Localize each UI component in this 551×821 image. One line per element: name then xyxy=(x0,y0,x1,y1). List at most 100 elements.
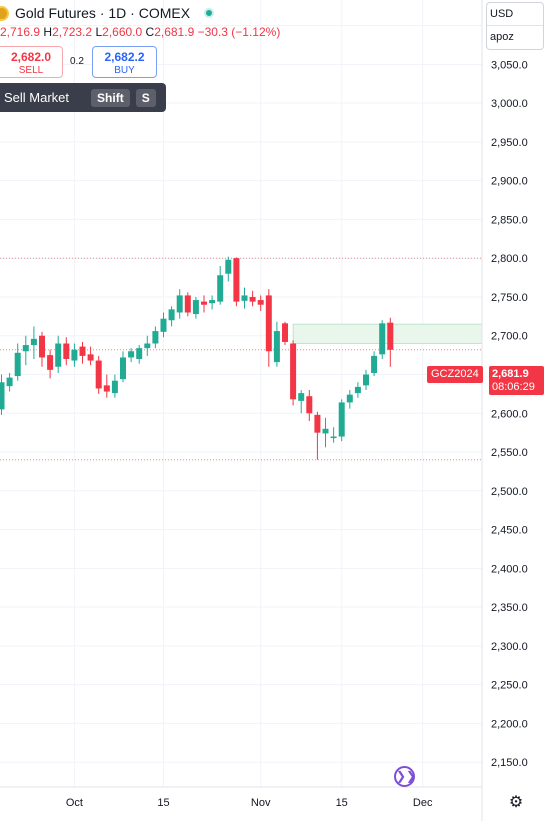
candle xyxy=(338,399,345,442)
candle-body xyxy=(379,323,386,355)
shortcut-key-shift: Shift xyxy=(91,88,130,107)
candle-body xyxy=(338,402,345,437)
market-open-dot-icon[interactable] xyxy=(204,8,215,18)
candle-body xyxy=(6,377,13,387)
candle-body xyxy=(273,331,280,363)
spread-value: 0.2 xyxy=(70,56,84,67)
sell-price: 2,682.0 xyxy=(10,50,52,64)
price-tick-label: 2,250.0 xyxy=(491,680,528,692)
price-tick-label: 2,300.0 xyxy=(491,641,528,653)
price-tick-label: 2,700.0 xyxy=(491,331,528,343)
candle-body xyxy=(152,331,159,344)
candle-body xyxy=(47,355,54,370)
candle-body xyxy=(168,309,175,321)
candle-body xyxy=(55,343,62,367)
replay-forward-icon[interactable]: ❯❯ xyxy=(394,766,416,787)
time-tick-label: 15 xyxy=(157,797,169,809)
time-tick-label: 15 xyxy=(336,797,348,809)
candle xyxy=(233,257,240,307)
candle xyxy=(0,374,5,415)
price-tick-label: 2,850.0 xyxy=(491,214,528,226)
candle-body xyxy=(30,338,37,346)
candle-body xyxy=(298,393,305,401)
candles xyxy=(0,256,394,460)
candle-body xyxy=(371,355,378,373)
low-label: L xyxy=(95,25,103,39)
candle xyxy=(152,326,159,349)
candle-body xyxy=(0,382,5,410)
candle-body xyxy=(354,386,361,394)
candle xyxy=(71,343,78,367)
candle xyxy=(379,320,386,359)
candle-body xyxy=(346,394,353,403)
sell-label: SELL xyxy=(18,65,44,76)
price-tick-label: 2,800.0 xyxy=(491,253,528,265)
candle xyxy=(184,292,191,317)
price-tick-label: 2,400.0 xyxy=(491,563,528,575)
high-label: H xyxy=(43,25,53,39)
candle xyxy=(273,321,280,367)
price-tick-label: 2,750.0 xyxy=(491,292,528,304)
candle-body xyxy=(128,351,135,358)
price-axis[interactable]: 3,100.03,050.03,000.02,950.02,900.02,850… xyxy=(491,21,528,770)
candle xyxy=(55,335,62,373)
candle xyxy=(209,295,216,310)
candle xyxy=(22,335,29,366)
candle xyxy=(176,289,183,319)
candle xyxy=(225,256,232,282)
candle xyxy=(192,296,199,319)
candle xyxy=(14,343,21,381)
candle xyxy=(387,317,394,367)
unit-select[interactable]: apoz xyxy=(487,25,543,47)
currency-select[interactable]: USD xyxy=(490,8,514,20)
candle-body xyxy=(144,343,151,349)
candle-body xyxy=(330,436,337,439)
candle xyxy=(168,306,175,327)
price-tick-label: 2,500.0 xyxy=(491,486,528,498)
close-label: C xyxy=(145,25,155,39)
symbol-title[interactable]: Gold Futures · 1D · COMEX xyxy=(15,5,191,21)
tooltip-text: Sell Market xyxy=(4,90,70,105)
candle xyxy=(298,390,305,414)
gear-icon[interactable]: ⚙ xyxy=(508,794,524,811)
buy-button[interactable]: 2,682.2 BUY xyxy=(92,46,157,78)
candle-body xyxy=(63,343,70,359)
candle xyxy=(63,337,70,366)
grid-lines xyxy=(0,0,482,787)
candle-body xyxy=(265,295,272,352)
time-tick-label: Dec xyxy=(413,797,433,809)
candle xyxy=(95,355,102,394)
time-axis[interactable]: Oct 15 Nov 15 Dec xyxy=(66,797,433,809)
candle xyxy=(249,290,256,307)
candle-body xyxy=(192,300,199,315)
candle-body xyxy=(79,346,86,356)
candle-body xyxy=(136,348,143,359)
candle-body xyxy=(14,352,21,377)
candle-body xyxy=(363,374,369,386)
candle-body xyxy=(387,322,394,350)
time-tick-label: Nov xyxy=(251,797,271,809)
price-tick-label: 2,350.0 xyxy=(491,602,528,614)
price-tick-label: 2,550.0 xyxy=(491,447,528,459)
candle-body xyxy=(87,354,94,361)
candle xyxy=(103,374,110,398)
gold-coin-icon xyxy=(0,5,9,21)
symbol-header[interactable]: Gold Futures · 1D · COMEX xyxy=(0,3,215,23)
candle-body xyxy=(217,275,224,302)
price-tick-label: 2,200.0 xyxy=(491,718,528,730)
sell-button[interactable]: 2,682.0 SELL xyxy=(0,46,63,78)
currency-unit-selector[interactable]: USD apoz xyxy=(486,2,544,50)
candle xyxy=(330,427,337,443)
change-value: −30.3 (−1.12%) xyxy=(197,25,281,39)
time-tick-label: Oct xyxy=(66,797,83,809)
last-price-value: 2,681.9 xyxy=(492,368,529,380)
candle xyxy=(120,351,126,383)
buy-price: 2,682.2 xyxy=(104,50,145,64)
close-value: 2,681.9 xyxy=(154,25,195,39)
candle xyxy=(160,312,167,338)
candle xyxy=(282,321,288,346)
candle xyxy=(128,348,135,363)
candle xyxy=(257,295,264,311)
candle xyxy=(144,335,151,356)
